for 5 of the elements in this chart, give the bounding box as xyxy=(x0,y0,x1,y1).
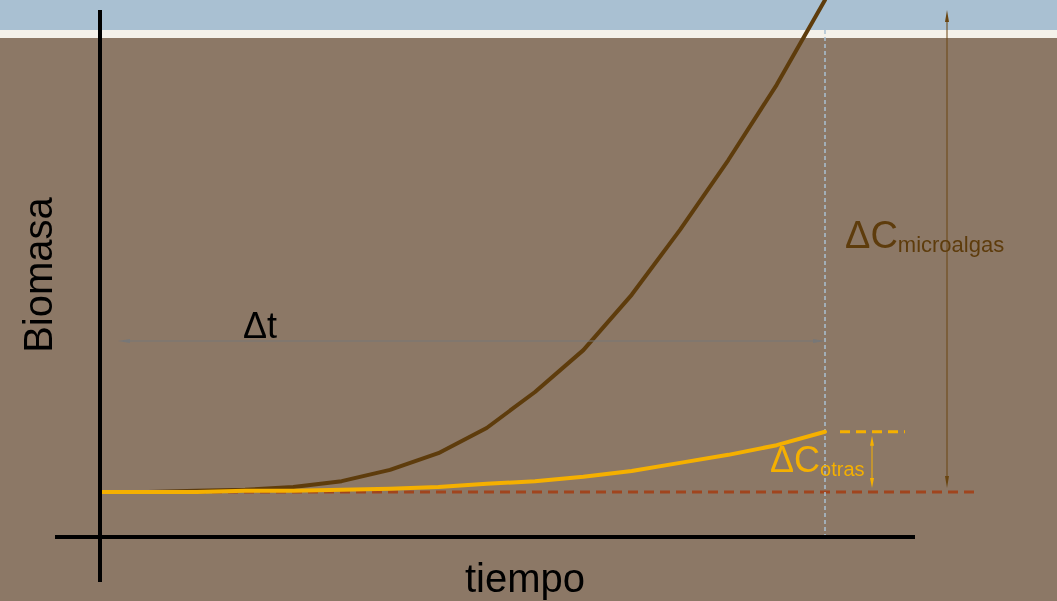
annotation: ΔC$_{microalgas}$ xyxy=(845,214,1005,258)
annotation: Δt xyxy=(243,305,278,346)
annotation: ΔC$_{otras}$ xyxy=(770,439,865,480)
x-axis-title: tiempo xyxy=(464,556,586,600)
y-axis-title: Biomasa xyxy=(16,196,60,353)
